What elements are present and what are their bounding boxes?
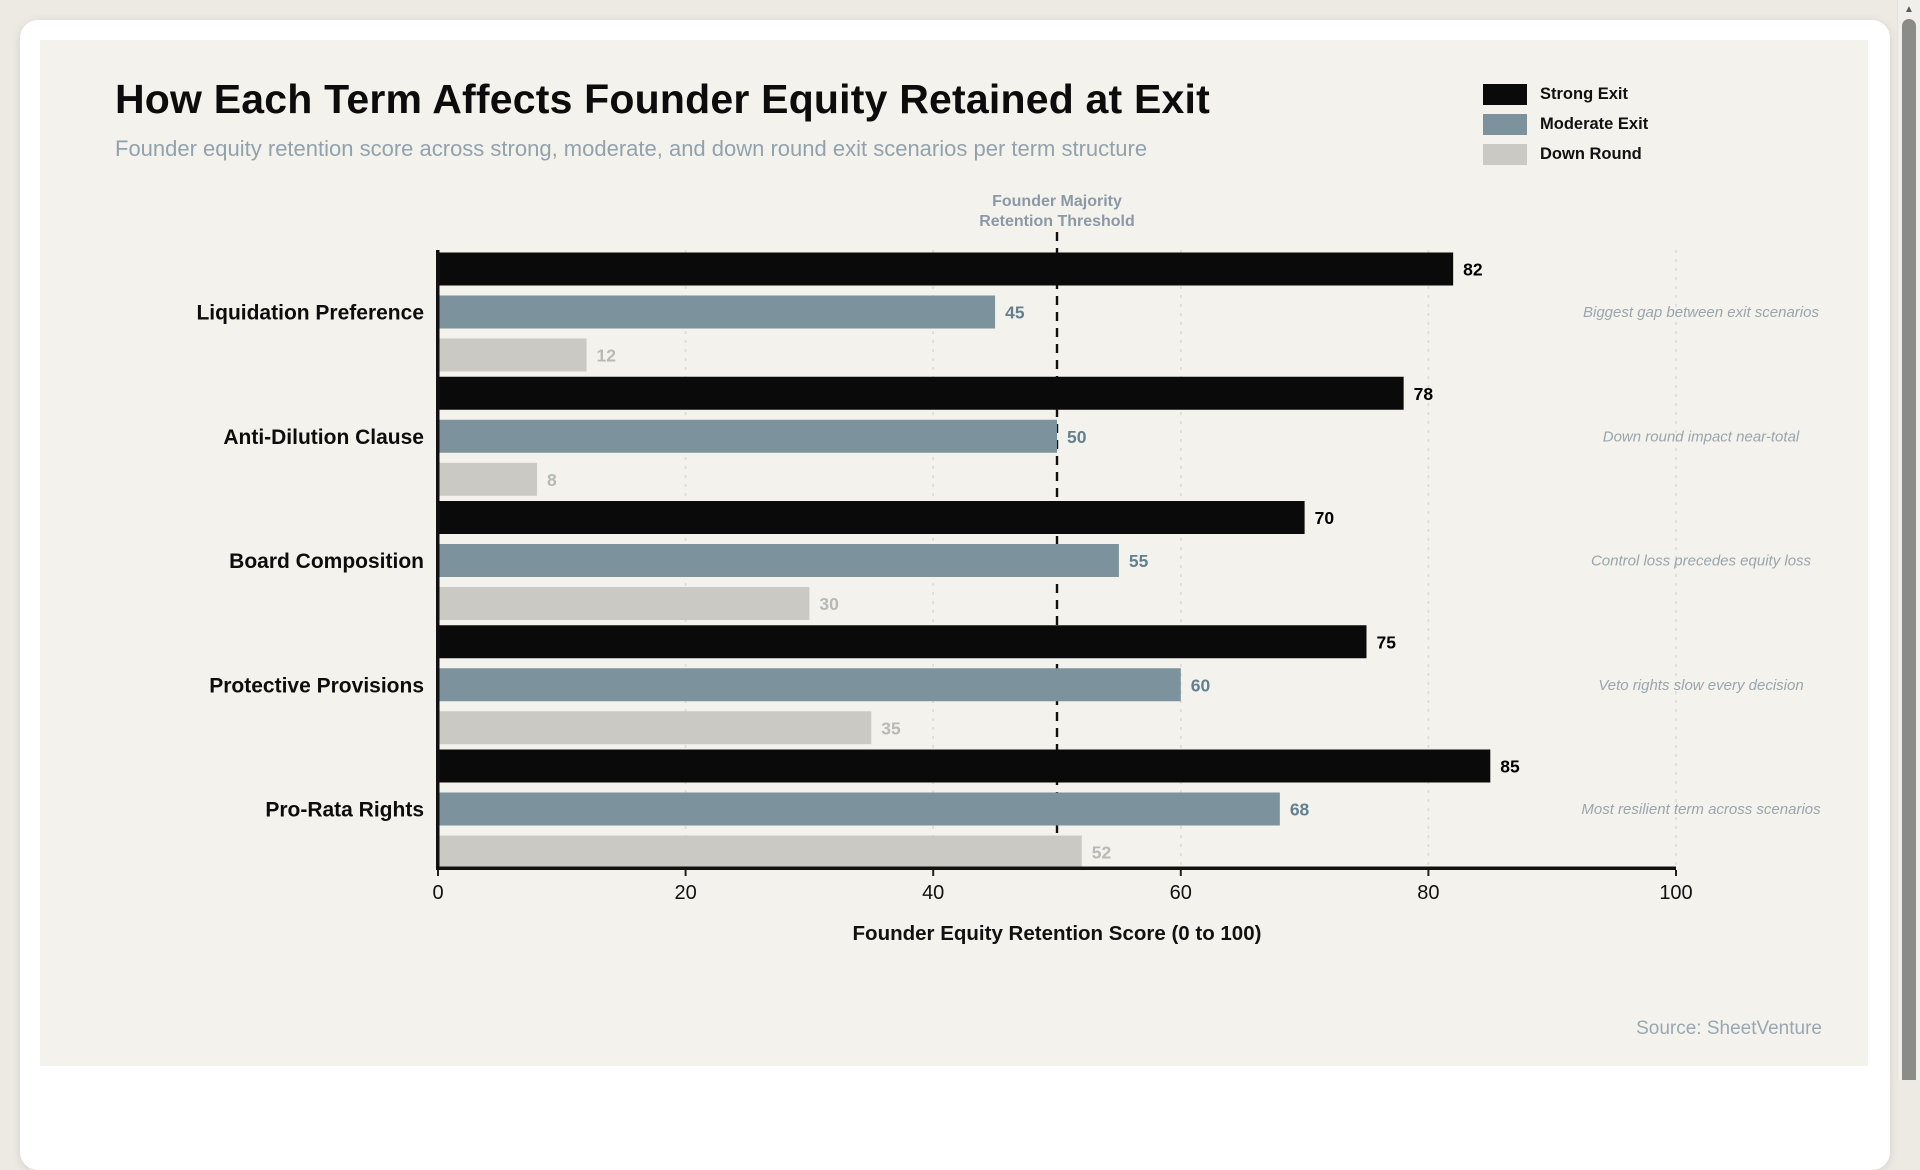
bar-strong-exit-protective-provisions	[438, 625, 1367, 659]
bar-moderate-exit-pro-rata-rights	[438, 792, 1280, 826]
category-label: Board Composition	[229, 550, 424, 573]
bar-value-label: 52	[1092, 843, 1112, 863]
row-annotation: Most resilient term across scenarios	[1581, 801, 1821, 818]
bar-value-label: 85	[1500, 757, 1520, 777]
bar-value-label: 70	[1315, 508, 1335, 528]
page-subtitle: Founder equity retention score across st…	[115, 136, 1148, 161]
row-annotation: Control loss precedes equity loss	[1591, 553, 1812, 570]
category-label: Anti-Dilution Clause	[223, 426, 424, 449]
category-label: Protective Provisions	[209, 674, 424, 697]
legend: Strong Exit Moderate Exit Down Round	[1483, 84, 1648, 165]
x-tick-label: 100	[1659, 882, 1692, 904]
page-title: How Each Term Affects Founder Equity Ret…	[115, 76, 1210, 122]
threshold-label-line1: Founder Majority	[992, 193, 1122, 210]
bar-value-label: 30	[819, 594, 839, 614]
legend-label: Down Round	[1540, 145, 1642, 163]
bar-value-label: 35	[881, 718, 901, 738]
legend-label: Moderate Exit	[1540, 115, 1649, 133]
row-annotation: Biggest gap between exit scenarios	[1583, 304, 1819, 321]
bar-value-label: 82	[1463, 260, 1483, 280]
bar-down-round-pro-rata-rights	[438, 835, 1082, 869]
bar-value-label: 45	[1005, 303, 1025, 323]
bar-value-label: 75	[1377, 632, 1397, 652]
legend-swatch-moderate-exit	[1483, 114, 1527, 135]
y-axis-line	[436, 250, 440, 870]
legend-item-moderate-exit: Moderate Exit	[1483, 114, 1648, 135]
bar-value-label: 68	[1290, 800, 1310, 820]
threshold-label-line2: Retention Threshold	[979, 213, 1135, 230]
legend-label: Strong Exit	[1540, 85, 1629, 103]
bar-value-label: 12	[597, 346, 617, 366]
x-axis-line	[436, 866, 1676, 870]
x-tick-label: 60	[1170, 882, 1192, 904]
category-label: Liquidation Preference	[196, 302, 424, 325]
bar-value-label: 8	[547, 470, 557, 490]
scrollbar-thumb[interactable]	[1902, 19, 1916, 1080]
category-label: Pro-Rata Rights	[265, 799, 424, 822]
bar-down-round-anti-dilution-clause	[438, 462, 538, 496]
bar-down-round-liquidation-preference	[438, 338, 587, 372]
legend-item-down-round: Down Round	[1483, 144, 1648, 165]
bar-strong-exit-board-composition	[438, 501, 1305, 534]
x-tick-label: 20	[674, 882, 696, 904]
x-axis-title: Founder Equity Retention Score (0 to 100…	[853, 922, 1262, 945]
bar-down-round-protective-provisions	[438, 711, 872, 745]
bar-moderate-exit-anti-dilution-clause	[438, 419, 1057, 453]
page: { "header": { "title": "How Each Term Af…	[20, 0, 1920, 1170]
x-tick-label: 80	[1417, 882, 1439, 904]
vertical-scrollbar[interactable]: ▲	[1897, 0, 1920, 1080]
x-tick-label: 0	[432, 882, 443, 904]
row-annotation: Down round impact near-total	[1603, 428, 1800, 445]
bar-chart: Founder Majority Retention Threshold 82 45 1…	[196, 193, 1821, 945]
bar-down-round-board-composition	[438, 587, 810, 620]
x-tick-label: 40	[922, 882, 944, 904]
legend-item-strong-exit: Strong Exit	[1483, 84, 1648, 105]
row-annotation: Veto rights slow every decision	[1598, 677, 1803, 694]
bar-strong-exit-anti-dilution-clause	[438, 376, 1404, 410]
legend-swatch-strong-exit	[1483, 84, 1527, 105]
bar-moderate-exit-board-composition	[438, 544, 1119, 577]
legend-swatch-down-round	[1483, 144, 1527, 165]
bar-value-label: 50	[1067, 427, 1087, 447]
scrollbar-up-arrow-icon[interactable]: ▲	[1904, 4, 1914, 15]
bar-moderate-exit-liquidation-preference	[438, 295, 996, 329]
bar-strong-exit-pro-rata-rights	[438, 749, 1491, 783]
bar-value-label: 78	[1414, 384, 1434, 404]
bar-strong-exit-liquidation-preference	[438, 252, 1454, 286]
bar-value-label: 60	[1191, 675, 1211, 695]
bar-moderate-exit-protective-provisions	[438, 668, 1181, 702]
source-note: Source: SheetVenture	[1636, 1018, 1822, 1039]
bar-value-label: 55	[1129, 551, 1149, 571]
